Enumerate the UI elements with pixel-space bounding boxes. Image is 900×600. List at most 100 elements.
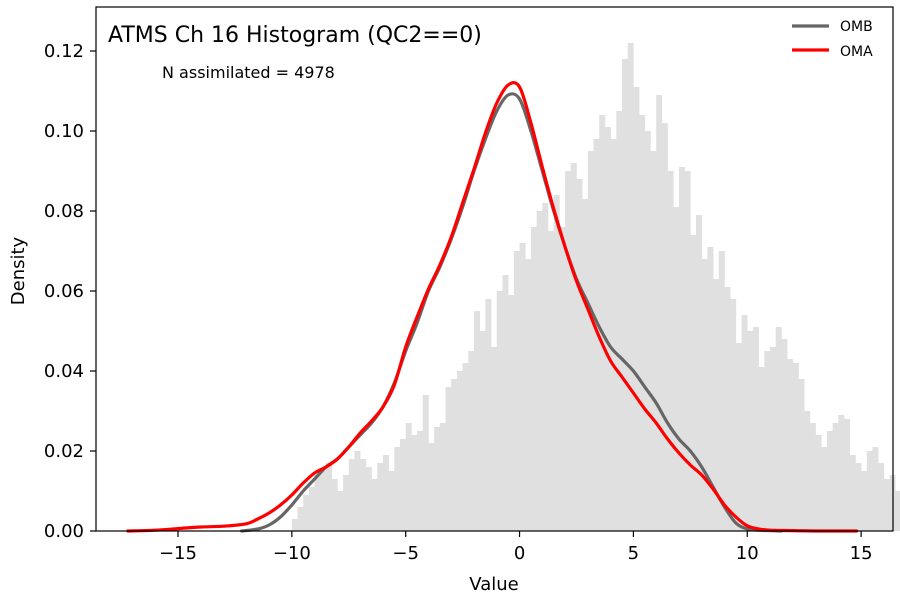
y-tick-label: 0.00 <box>44 521 84 542</box>
histogram-bar <box>604 127 611 531</box>
histogram-bar <box>587 151 594 531</box>
histogram-bar <box>735 343 742 531</box>
histogram-bar <box>354 451 361 531</box>
histogram-bar <box>667 171 674 531</box>
histogram-bar <box>513 251 520 531</box>
x-tick-label: 15 <box>850 543 873 564</box>
histogram-bar <box>707 247 714 531</box>
histogram-bar <box>411 435 418 531</box>
histogram-bar <box>519 243 526 531</box>
x-tick-label: 5 <box>628 543 639 564</box>
histogram-bar <box>838 415 845 531</box>
histogram-bar <box>832 423 839 531</box>
histogram-bar <box>570 163 577 531</box>
histogram-bar <box>627 43 634 531</box>
histogram-bar <box>639 115 646 531</box>
histogram-bar <box>325 463 332 531</box>
histogram-bar <box>525 259 532 531</box>
histogram-bar <box>508 295 515 531</box>
histogram-bar <box>781 339 788 531</box>
histogram-bar <box>758 367 765 531</box>
histogram-bar <box>576 179 583 531</box>
histogram-bar <box>644 131 651 531</box>
histogram-bar <box>468 351 475 531</box>
histogram-bar <box>485 299 492 531</box>
histogram-bar <box>633 87 640 531</box>
histogram-bar <box>553 195 560 531</box>
x-tick-label: 10 <box>736 543 759 564</box>
histogram-bar <box>308 487 315 531</box>
histogram-bar <box>388 471 395 531</box>
histogram-bar <box>650 151 657 531</box>
histogram-bar <box>496 291 503 531</box>
histogram-bar <box>536 211 543 531</box>
histogram-bar <box>548 231 554 531</box>
histogram-bar <box>616 111 623 531</box>
histogram-bar <box>428 443 435 531</box>
chart-title: ATMS Ch 16 Histogram (QC2==0) <box>108 23 482 48</box>
histogram-bar <box>360 459 367 531</box>
histogram-bar <box>861 471 868 531</box>
histogram-bar <box>718 251 725 531</box>
histogram-bar <box>895 491 900 531</box>
x-tick-label: −10 <box>273 543 311 564</box>
histogram-bar <box>656 95 663 531</box>
histogram-bar <box>417 431 424 531</box>
histogram-bar <box>331 479 338 531</box>
histogram-bar <box>422 395 429 531</box>
x-axis-label: Value <box>469 574 518 595</box>
histogram-bar <box>337 491 344 531</box>
series-line-oma <box>126 81 859 533</box>
legend: OMB OMA <box>792 19 873 60</box>
plot-frame <box>95 6 894 532</box>
histogram-bar <box>303 495 310 531</box>
histogram-bar <box>741 315 748 531</box>
histogram-bar <box>809 423 816 531</box>
n-assimilated-annotation: N assimilated = 4978 <box>162 63 335 82</box>
histogram-bar <box>747 331 754 531</box>
histogram-bar <box>582 199 589 531</box>
histogram-bar <box>371 479 378 531</box>
histogram-bar <box>661 123 668 531</box>
y-tick-label: 0.10 <box>44 121 84 142</box>
y-tick-label: 0.08 <box>44 201 84 222</box>
density-curves <box>126 81 859 533</box>
histogram-bar <box>696 215 703 531</box>
histogram-bar <box>314 475 321 531</box>
histogram-bar <box>382 455 389 531</box>
histogram-bar <box>559 227 566 531</box>
y-axis-label: Density <box>8 236 29 305</box>
histogram-bar <box>826 431 833 531</box>
histogram-bar <box>530 227 537 531</box>
histogram-bar <box>821 447 828 531</box>
histogram-bar <box>291 519 298 531</box>
y-tick-label: 0.04 <box>44 361 84 382</box>
histogram-bar <box>855 463 862 531</box>
histogram-bar <box>405 423 412 531</box>
histogram-bar <box>502 275 509 531</box>
histogram-bar <box>343 475 350 531</box>
histogram-bar <box>815 435 822 531</box>
histogram-bar <box>434 427 441 531</box>
y-tick-label: 0.02 <box>44 441 84 462</box>
histogram-bar <box>872 447 879 531</box>
histogram-bar <box>462 363 469 531</box>
histogram-bar <box>565 171 572 531</box>
histogram-bar <box>599 115 606 531</box>
histogram-bar <box>730 299 737 531</box>
y-tick-label: 0.12 <box>44 41 84 62</box>
histogram-bar <box>394 447 401 531</box>
histogram-bar <box>348 459 355 531</box>
x-tick-label: −5 <box>392 543 419 564</box>
histogram-bar <box>474 311 480 531</box>
histogram-bar <box>377 463 384 531</box>
histogram-bar <box>456 371 463 531</box>
histogram-bar <box>883 479 890 531</box>
legend-label-omb: OMB <box>840 19 873 35</box>
histogram-bar <box>713 279 720 531</box>
histogram-bar <box>673 207 680 531</box>
histogram-bar <box>770 347 777 531</box>
histogram-bar <box>439 423 446 531</box>
histogram-bar <box>400 439 406 531</box>
